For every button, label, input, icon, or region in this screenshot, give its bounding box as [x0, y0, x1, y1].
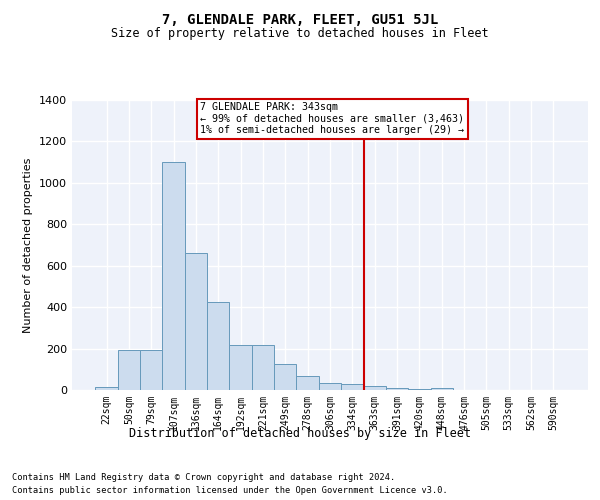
Bar [274, 364, 296, 390]
Bar [319, 384, 341, 390]
Bar [207, 302, 229, 390]
Bar [252, 346, 274, 390]
Text: Contains public sector information licensed under the Open Government Licence v3: Contains public sector information licen… [12, 486, 448, 495]
Text: 7 GLENDALE PARK: 343sqm
← 99% of detached houses are smaller (3,463)
1% of semi-: 7 GLENDALE PARK: 343sqm ← 99% of detache… [200, 102, 464, 136]
Bar [95, 387, 118, 390]
Bar [163, 162, 185, 390]
Text: Size of property relative to detached houses in Fleet: Size of property relative to detached ho… [111, 28, 489, 40]
Text: 7, GLENDALE PARK, FLEET, GU51 5JL: 7, GLENDALE PARK, FLEET, GU51 5JL [162, 12, 438, 26]
Bar [140, 350, 163, 390]
Bar [386, 388, 408, 390]
Bar [229, 346, 252, 390]
Bar [408, 389, 431, 390]
Y-axis label: Number of detached properties: Number of detached properties [23, 158, 34, 332]
Text: Contains HM Land Registry data © Crown copyright and database right 2024.: Contains HM Land Registry data © Crown c… [12, 472, 395, 482]
Bar [296, 376, 319, 390]
Bar [185, 254, 207, 390]
Bar [118, 350, 140, 390]
Bar [341, 384, 364, 390]
Text: Distribution of detached houses by size in Fleet: Distribution of detached houses by size … [129, 428, 471, 440]
Bar [364, 386, 386, 390]
Bar [431, 388, 453, 390]
